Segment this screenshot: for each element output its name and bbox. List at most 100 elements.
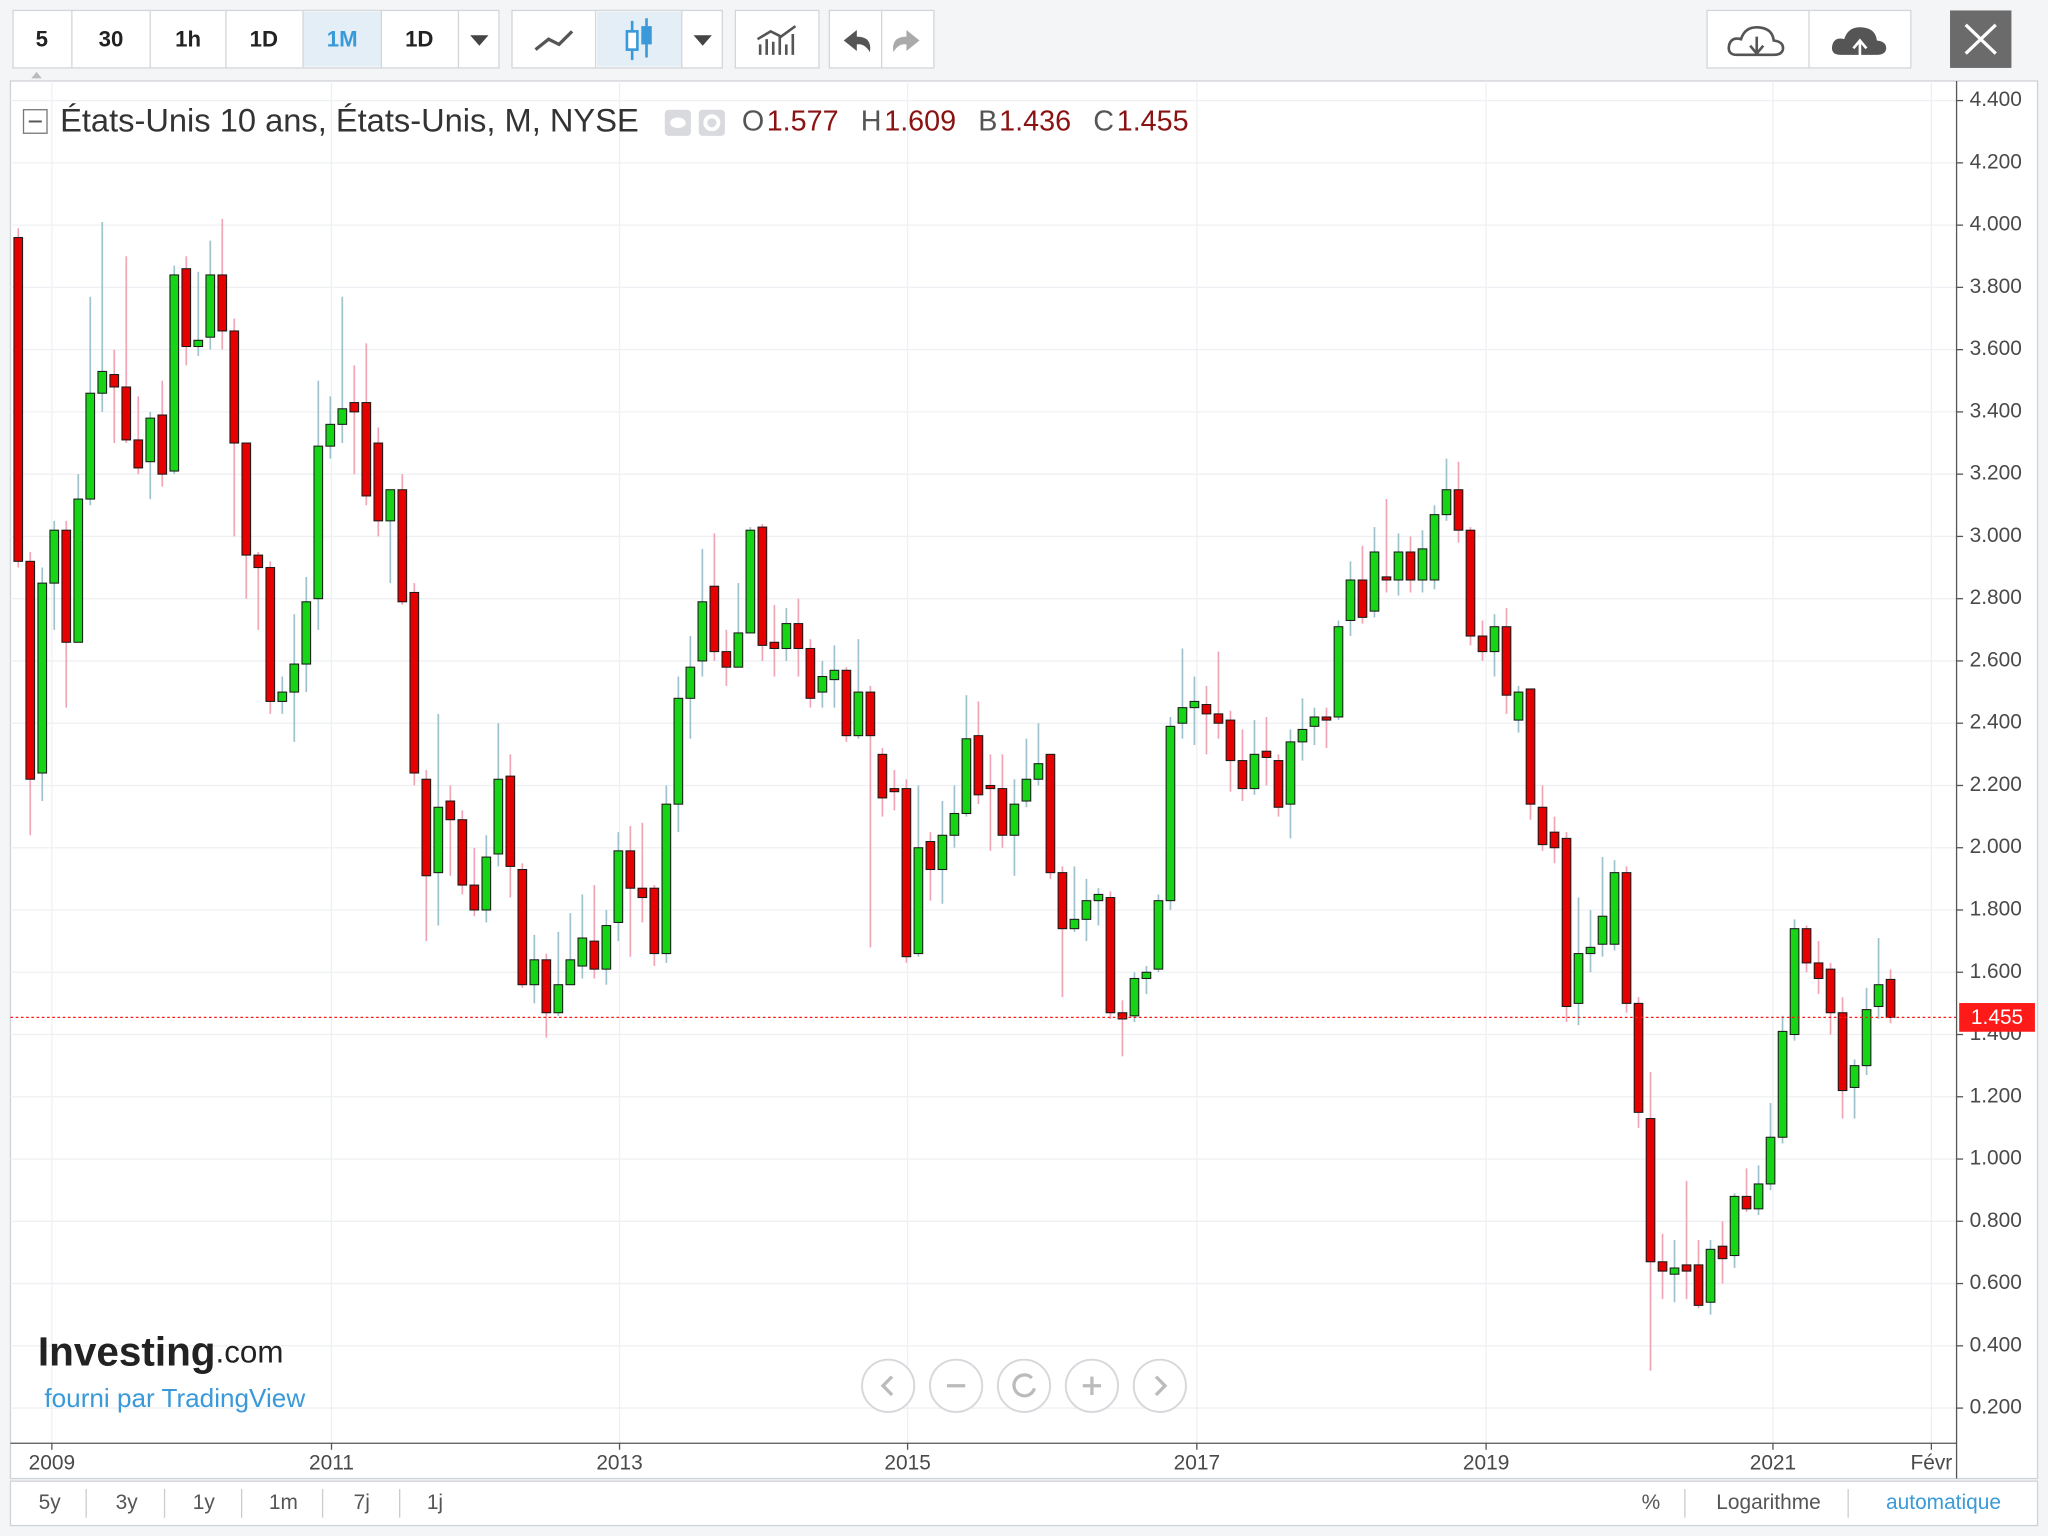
candle-body	[1645, 1118, 1656, 1263]
candle-body	[1657, 1261, 1668, 1272]
candle-body	[973, 735, 984, 796]
candle-body	[1285, 741, 1296, 805]
candle-body	[913, 847, 924, 955]
y-tick-label: 3.800	[1970, 275, 2022, 298]
candle-body	[673, 697, 684, 805]
range-button[interactable]: 1j	[427, 1491, 443, 1514]
scroll-arrow	[31, 71, 42, 79]
y-tick-label: 2.400	[1970, 711, 2022, 734]
interval-button[interactable]: 1D	[405, 26, 433, 51]
reset[interactable]	[996, 1358, 1052, 1413]
indicators-button[interactable]	[734, 9, 820, 69]
scale-option[interactable]: Logarithme	[1716, 1491, 1820, 1514]
candle-body	[1405, 551, 1416, 581]
scale-option[interactable]: automatique	[1886, 1491, 2001, 1514]
candle-body	[529, 959, 540, 986]
candle-body	[685, 666, 696, 699]
interval-button[interactable]: 1M	[327, 26, 358, 51]
cloud-load-icon[interactable]	[1727, 26, 1785, 57]
undo-icon[interactable]	[843, 30, 871, 53]
candle-body	[1189, 700, 1200, 709]
candle-body	[1561, 837, 1572, 1008]
dropdown-arrow[interactable]	[693, 35, 712, 46]
dropdown-arrow[interactable]	[470, 35, 489, 46]
candle-body	[1597, 915, 1608, 945]
candle-body	[61, 529, 72, 643]
y-tick-label: 4.400	[1970, 88, 2022, 111]
settings-icon[interactable]	[698, 109, 725, 136]
candle-body	[1513, 691, 1524, 721]
candle-body	[337, 408, 348, 425]
candle-body	[1177, 707, 1188, 724]
plot-area	[10, 80, 1957, 1444]
y-tick-label: 3.000	[1970, 524, 2022, 547]
candle-body	[97, 370, 108, 394]
x-tick-label: 2019	[1463, 1452, 1509, 1475]
candle-body	[1753, 1183, 1764, 1210]
interval-button[interactable]: 1D	[250, 26, 278, 51]
candle-body	[1525, 688, 1536, 805]
range-bar: 5y 3y 1y 1m 7j 1j % Logarithme automatiq…	[39, 1488, 2001, 1518]
candle-body	[205, 274, 216, 338]
candle-body	[613, 850, 624, 923]
candle-body	[121, 386, 132, 441]
candle-body	[1153, 900, 1164, 970]
candle-body	[1477, 635, 1488, 653]
x-tick-label: 2017	[1174, 1452, 1220, 1475]
candle-body	[1297, 728, 1308, 743]
candle-body	[133, 439, 144, 469]
candle-body	[349, 402, 360, 413]
candle-body	[721, 651, 732, 668]
interval-button[interactable]: 5	[36, 26, 48, 51]
range-button[interactable]: 3y	[116, 1491, 139, 1514]
interval-button[interactable]: 1h	[175, 26, 201, 51]
range-button[interactable]: 1y	[193, 1491, 216, 1514]
candle-body	[1849, 1065, 1860, 1088]
candle-body	[1081, 900, 1092, 920]
candle-body	[1345, 579, 1356, 621]
scale-option[interactable]: %	[1642, 1491, 1661, 1514]
candle-body	[997, 788, 1008, 836]
candle-body	[25, 560, 36, 780]
y-tick-label: 2.600	[1970, 648, 2022, 671]
candle-body	[781, 623, 792, 650]
candle-body	[1261, 750, 1272, 758]
candle-body	[1381, 576, 1392, 581]
candle-body	[1837, 1012, 1848, 1092]
x-tick-label: 2009	[29, 1452, 75, 1475]
y-tick-label: 4.200	[1970, 150, 2022, 173]
scroll-left[interactable]	[861, 1358, 916, 1413]
candle-body	[1057, 872, 1068, 930]
candle-body	[1573, 953, 1584, 1004]
candle-body	[1861, 1009, 1872, 1067]
candle-body	[493, 778, 504, 855]
candle-body	[49, 529, 60, 584]
candle-body	[13, 237, 24, 562]
candle-icon[interactable]	[625, 18, 652, 61]
range-button[interactable]: 1m	[269, 1491, 298, 1514]
range-button[interactable]: 7j	[354, 1491, 370, 1514]
candle-body	[625, 850, 636, 889]
candle-body	[109, 374, 120, 388]
legend-header: États-Unis 10 ans, États-Unis, M, NYSE O…	[22, 101, 1189, 138]
candle-body	[145, 417, 156, 463]
candle-body	[433, 806, 444, 874]
y-tick-label: 1.800	[1970, 898, 2022, 921]
range-button[interactable]: 5y	[39, 1491, 62, 1514]
last-price-box	[1959, 1003, 2035, 1032]
redo-icon[interactable]	[893, 30, 920, 53]
line-chart-icon[interactable]	[534, 30, 574, 51]
candle-body	[1465, 529, 1476, 637]
candle-body	[1777, 1030, 1788, 1138]
candle-body	[1825, 968, 1836, 1014]
interval-button[interactable]: 30	[99, 26, 124, 51]
scroll-right[interactable]	[1132, 1358, 1187, 1413]
candle-body	[313, 445, 324, 600]
candle-body	[1045, 753, 1056, 874]
active-interval	[303, 11, 382, 67]
candle-body	[1237, 760, 1248, 790]
candle-body	[1669, 1267, 1680, 1275]
candle-body	[985, 784, 996, 790]
candle-body	[1489, 626, 1500, 653]
y-tick-label: 0.400	[1970, 1333, 2022, 1356]
